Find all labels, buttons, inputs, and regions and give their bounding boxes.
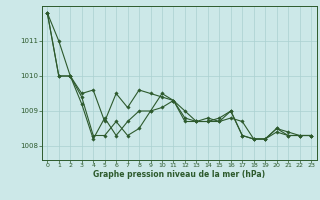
X-axis label: Graphe pression niveau de la mer (hPa): Graphe pression niveau de la mer (hPa): [93, 170, 265, 179]
